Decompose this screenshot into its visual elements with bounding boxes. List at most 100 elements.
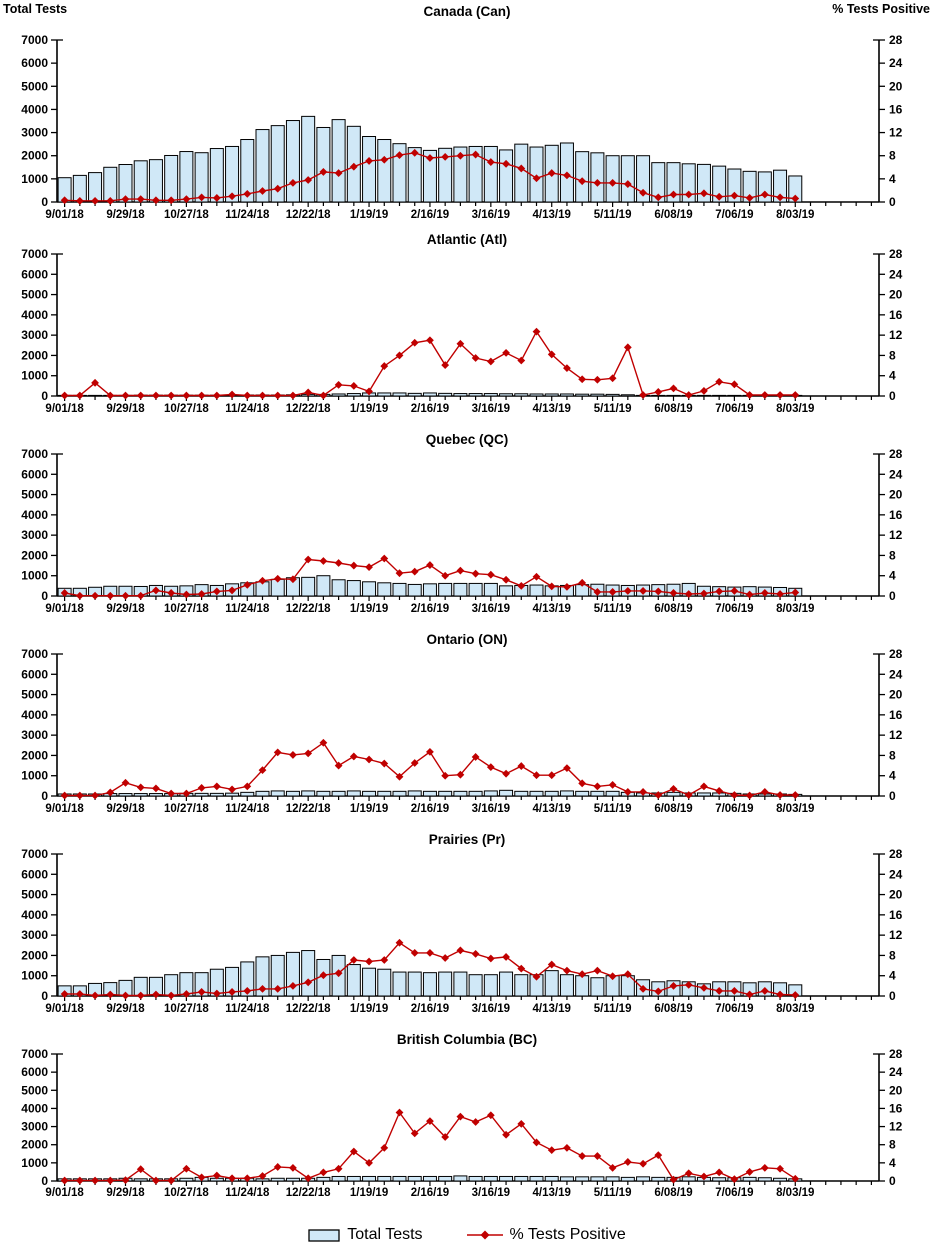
svg-text:3/16/19: 3/16/19 (472, 209, 510, 221)
diamond-marker (669, 785, 678, 793)
pct-positive-line (60, 148, 800, 205)
diamond-marker (547, 350, 556, 359)
diamond-marker (715, 987, 724, 995)
diamond-marker (456, 339, 465, 348)
diamond-marker (349, 381, 358, 390)
svg-text:2/16/19: 2/16/19 (411, 803, 449, 815)
diamond-marker (197, 988, 206, 996)
svg-text:4000: 4000 (21, 908, 48, 922)
diamond-marker (547, 1146, 556, 1155)
svg-text:7/06/19: 7/06/19 (715, 1187, 753, 1199)
diamond-marker (593, 588, 602, 596)
diamond-marker (654, 791, 663, 799)
diamond-marker (578, 578, 587, 587)
svg-text:2000: 2000 (21, 748, 48, 762)
svg-text:12: 12 (889, 328, 903, 342)
diamond-marker (426, 948, 434, 957)
svg-text:5/11/19: 5/11/19 (594, 403, 632, 415)
legend-item-total-tests: Total Tests (308, 1226, 423, 1244)
diamond-marker (654, 587, 663, 596)
diamond-marker (715, 377, 724, 386)
svg-text:0: 0 (889, 195, 896, 209)
diamond-marker (623, 788, 632, 796)
diamond-marker (715, 192, 724, 201)
svg-text:3000: 3000 (21, 528, 48, 542)
svg-text:20: 20 (889, 79, 903, 93)
svg-text:1000: 1000 (21, 1156, 48, 1170)
svg-text:5/11/19: 5/11/19 (594, 1187, 632, 1199)
panel-ontario: Ontario (ON) 0 1000 2000 3000 4000 5000 6000 70… (0, 628, 934, 828)
diamond-marker (136, 195, 145, 204)
diamond-marker (517, 581, 526, 590)
svg-text:12/22/18: 12/22/18 (286, 1003, 331, 1015)
svg-text:2000: 2000 (21, 1138, 48, 1152)
diamond-marker (365, 563, 373, 571)
diamond-marker (60, 196, 69, 205)
diamond-marker (136, 1165, 145, 1174)
bars (57, 115, 803, 203)
diamond-marker (273, 985, 282, 993)
diamond-marker (410, 948, 419, 957)
svg-text:12/22/18: 12/22/18 (286, 403, 331, 415)
svg-text:6000: 6000 (21, 667, 48, 681)
svg-text:5000: 5000 (21, 888, 48, 902)
svg-text:12: 12 (889, 728, 903, 742)
svg-text:10/27/18: 10/27/18 (164, 1003, 209, 1015)
bar-swatch-icon (308, 1229, 340, 1242)
svg-text:7000: 7000 (21, 847, 48, 861)
diamond-marker (212, 587, 221, 596)
diamond-marker (791, 391, 800, 399)
diamond-marker (471, 150, 480, 159)
svg-text:0: 0 (889, 1174, 896, 1188)
diamond-marker (791, 991, 800, 999)
top-header-row: Total Tests Canada (Can) % Tests Positiv… (0, 0, 934, 20)
diamond-marker (136, 391, 145, 400)
diamond-marker (197, 391, 206, 400)
svg-text:20: 20 (889, 1083, 903, 1097)
diamond-marker (532, 327, 541, 336)
svg-text:1/19/19: 1/19/19 (350, 603, 388, 615)
diamond-marker (760, 190, 769, 199)
svg-text:2000: 2000 (21, 948, 48, 962)
diamond-marker (152, 196, 160, 205)
svg-text:9/01/18: 9/01/18 (45, 603, 84, 615)
diamond-marker (182, 590, 191, 599)
diamond-marker (319, 738, 328, 747)
diamond-marker (91, 991, 99, 1000)
diamond-marker (75, 990, 84, 998)
svg-text:6/08/19: 6/08/19 (654, 1003, 692, 1015)
svg-text:0: 0 (41, 589, 48, 603)
svg-text:7/06/19: 7/06/19 (715, 1003, 753, 1015)
svg-text:4: 4 (889, 172, 896, 186)
diamond-marker (121, 195, 130, 204)
svg-text:3/16/19: 3/16/19 (472, 403, 510, 415)
svg-text:4: 4 (889, 1156, 896, 1170)
panel-canada: Total Tests Canada (Can) % Tests Positiv… (0, 0, 934, 228)
svg-text:3000: 3000 (21, 928, 48, 942)
diamond-marker (182, 789, 191, 798)
diamond-marker (700, 983, 708, 992)
svg-text:4/13/19: 4/13/19 (533, 403, 571, 415)
diamond-marker (532, 174, 541, 183)
svg-text:3/16/19: 3/16/19 (472, 1003, 510, 1015)
svg-text:5/11/19: 5/11/19 (594, 803, 632, 815)
pct-positive-line (60, 738, 800, 800)
diamond-marker (334, 380, 343, 389)
diamond-marker (730, 1175, 739, 1184)
diamond-marker (456, 770, 465, 779)
svg-text:28: 28 (889, 1047, 903, 1061)
svg-text:1/19/19: 1/19/19 (350, 1003, 388, 1015)
diamond-marker (669, 589, 678, 597)
diamond-marker (486, 954, 495, 963)
svg-text:28: 28 (889, 447, 903, 461)
svg-text:0: 0 (41, 1174, 48, 1188)
diamond-marker (441, 771, 450, 780)
diamond-marker (212, 989, 221, 998)
diamond-marker (304, 555, 313, 564)
svg-text:4: 4 (889, 569, 896, 583)
diamond-marker (700, 387, 708, 395)
diamond-marker (152, 586, 160, 595)
diamond-marker (654, 193, 663, 202)
diamond-marker (547, 771, 556, 780)
diamond-marker (75, 391, 84, 400)
